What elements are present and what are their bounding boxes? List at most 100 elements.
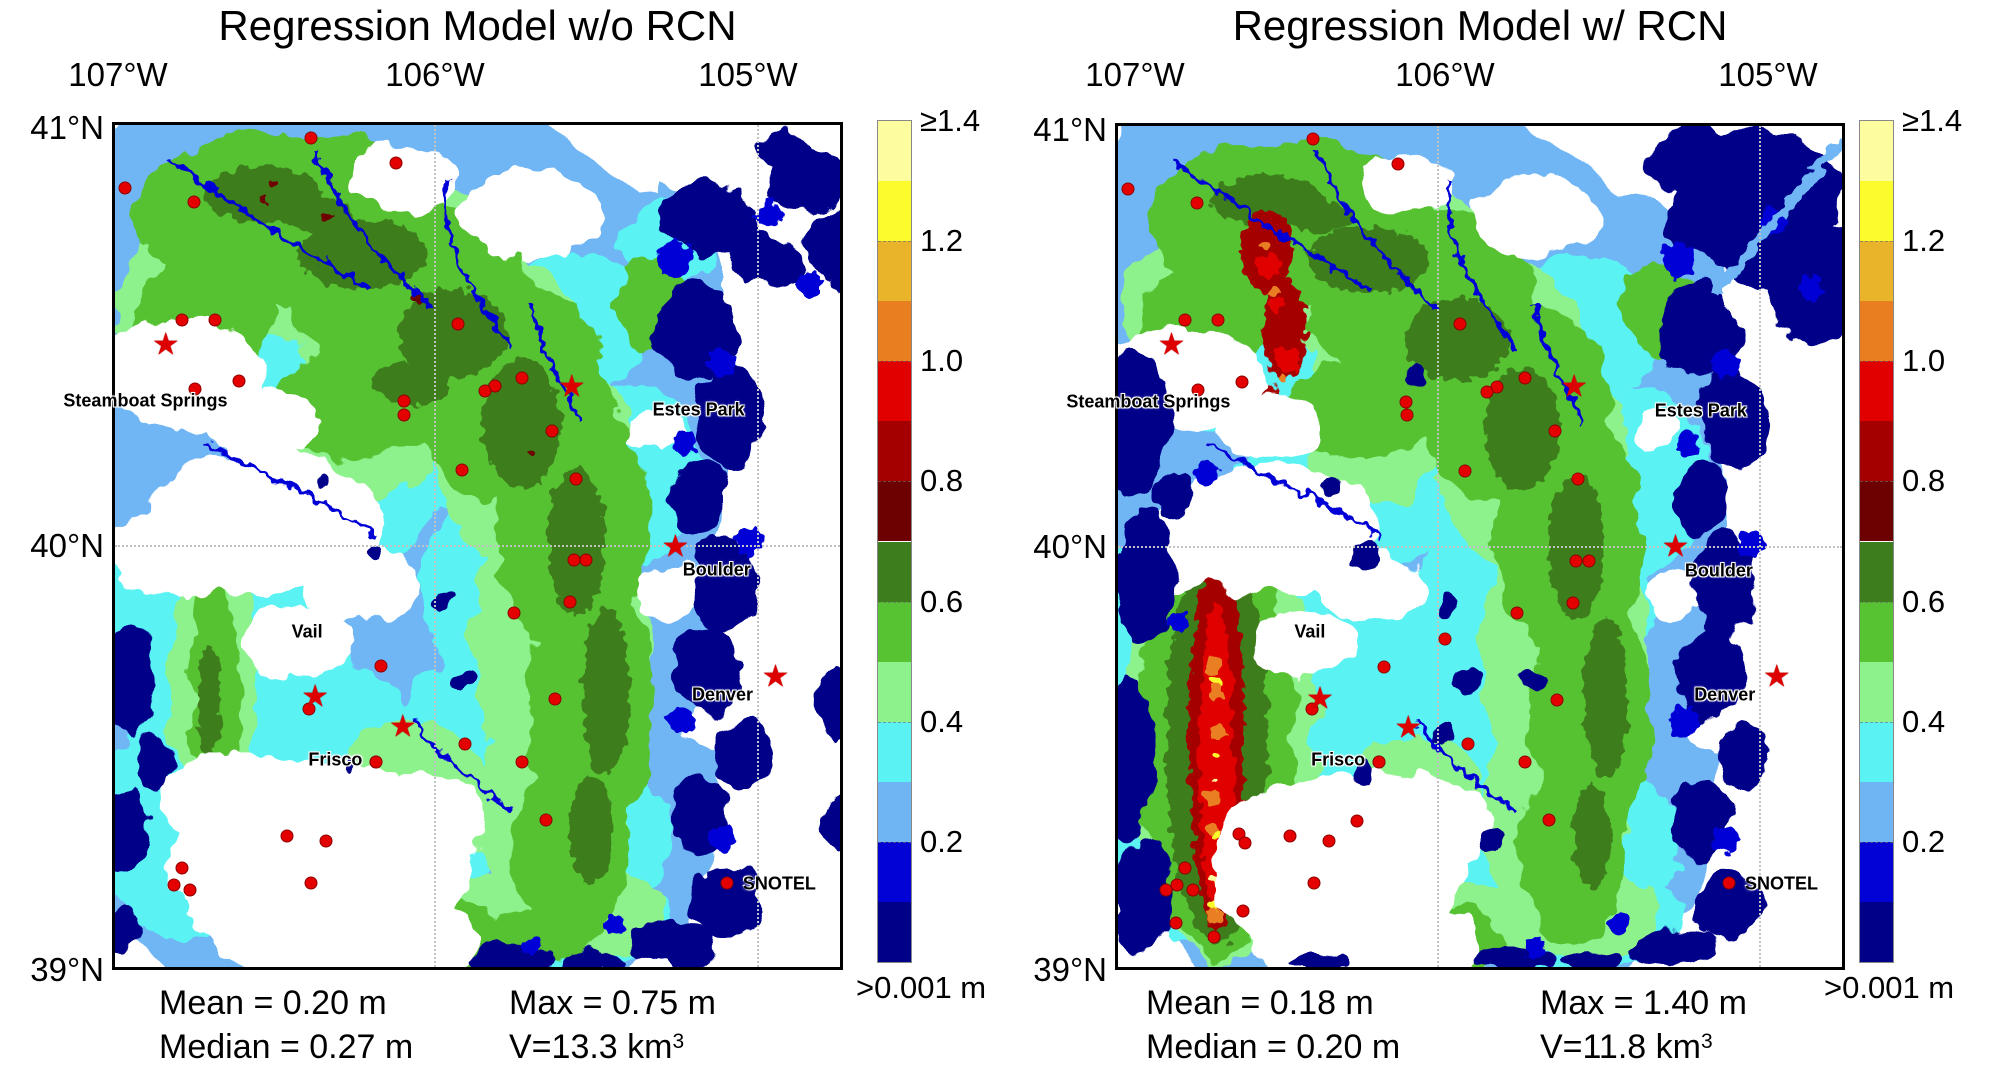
snotel-station-dot xyxy=(1518,755,1532,769)
snotel-station-dot xyxy=(1400,408,1414,422)
colorbar-segment xyxy=(878,301,911,362)
snotel-station-dot xyxy=(1548,424,1562,438)
snotel-legend-dot xyxy=(720,876,734,890)
colorbar-segment xyxy=(878,601,911,662)
snotel-station-dot xyxy=(1438,632,1452,646)
right-ytick-41n: 41°N xyxy=(1033,111,1107,148)
snotel-station-dot xyxy=(1283,829,1297,843)
right-stat-mean: Mean = 0.18 m xyxy=(1146,984,1374,1022)
snotel-station-dot xyxy=(374,659,388,673)
snotel-station-dot xyxy=(118,181,132,195)
snotel-station-dot xyxy=(397,394,411,408)
right-stat-median: Median = 0.20 m xyxy=(1146,1028,1401,1066)
map-left-wo-rcn: ★ ★ Steamboat Springs ★ Estes Park ★ Boulder ★ V… xyxy=(63,122,843,970)
colorbar-segment xyxy=(1860,601,1893,662)
colorbar-segment xyxy=(1860,841,1893,902)
city-dot xyxy=(1372,755,1386,769)
snotel-station-dot xyxy=(167,878,181,892)
colorbar-segment xyxy=(1860,301,1893,362)
right-xtick-105w: 105°W xyxy=(1718,56,1818,93)
snotel-station-dot xyxy=(567,553,581,567)
colorbar-segment xyxy=(1860,241,1893,302)
snotel-station-dot xyxy=(208,313,222,326)
snotel-station-dot xyxy=(280,829,294,843)
snotel-station-dot xyxy=(545,424,559,438)
snotel-station-dot xyxy=(1518,371,1532,385)
snotel-station-dot xyxy=(1391,157,1405,171)
terrain-left xyxy=(115,125,840,967)
snotel-station-dot xyxy=(451,317,465,331)
snotel-station-dot xyxy=(458,737,472,751)
snotel-station-dot xyxy=(175,861,189,875)
snotel-station-dot xyxy=(1453,317,1467,331)
right-stat-max: Max = 1.40 m xyxy=(1540,984,1747,1022)
left-stat-median: Median = 0.27 m xyxy=(159,1028,414,1066)
snotel-station-dot xyxy=(539,813,553,827)
snotel-station-dot xyxy=(232,374,246,388)
snotel-station-dot xyxy=(188,382,202,396)
markers-left: ★ ★ Steamboat Springs ★ Estes Park ★ Boulder ★ V… xyxy=(63,125,840,967)
colorbar-tick-label: 0.2 xyxy=(920,823,964,859)
right-ytick-40n: 40°N xyxy=(1033,528,1107,565)
city-label: Boulder xyxy=(682,559,751,580)
snotel-station-dot xyxy=(1582,554,1596,568)
snotel-station-dot xyxy=(478,384,492,398)
snotel-station-dot xyxy=(1307,876,1321,890)
snotel-station-dot xyxy=(1461,737,1475,751)
colorbar-tick-label: 1.2 xyxy=(1902,223,1946,259)
colorbar-segment xyxy=(1860,661,1893,722)
colorbar-min-label: >0.001 m xyxy=(1824,970,1955,1005)
colorbar-segment xyxy=(1860,481,1893,542)
city-label: Estes Park xyxy=(652,399,745,420)
city-star: ★ xyxy=(151,326,180,362)
colorbar-segment xyxy=(878,901,911,962)
snotel-station-dot xyxy=(389,156,403,170)
snotel-station-dot xyxy=(1235,375,1249,389)
snotel-station-dot xyxy=(1190,196,1204,210)
snotel-station-dot xyxy=(304,131,318,145)
colorbar-tick-label: 0.4 xyxy=(920,703,964,739)
city-label: Estes Park xyxy=(1654,400,1747,421)
city-star: ★ xyxy=(1306,679,1334,715)
colorbar-segment xyxy=(878,241,911,302)
snotel-station-dot xyxy=(1169,916,1183,930)
snotel-station-dot xyxy=(1377,660,1391,674)
colorbar-tick-label: 0.2 xyxy=(1902,823,1946,859)
colorbar-right-labels: ≥1.4 1.2 1.0 0.8 0.6 0.4 0.2 >0.001 m xyxy=(1824,103,2007,1005)
right-xtick-107w: 107°W xyxy=(1085,56,1185,93)
left-ytick-39n: 39°N xyxy=(30,951,104,988)
city-label: Denver xyxy=(692,684,754,705)
city-label: Frisco xyxy=(308,749,363,770)
snotel-station-dot xyxy=(1178,313,1192,327)
colorbar-tick-label: 1.0 xyxy=(1902,343,1946,379)
colorbar-segment xyxy=(878,661,911,722)
snotel-station-dot xyxy=(1159,883,1173,897)
snotel-station-dot xyxy=(1550,693,1564,707)
colorbar-segment xyxy=(878,721,911,782)
snotel-station-dot xyxy=(1121,182,1135,196)
site-star: ★ xyxy=(388,708,417,744)
left-stat-max: Max = 0.75 m xyxy=(509,984,716,1022)
colorbar-segment xyxy=(878,181,911,242)
snotel-station-dot xyxy=(1305,702,1319,716)
colorbar-segment xyxy=(878,421,911,482)
colorbar-segment xyxy=(878,481,911,542)
snotel-station-dot xyxy=(1350,814,1364,828)
snotel-station-dot xyxy=(187,195,201,209)
snotel-station-dot xyxy=(1458,464,1472,478)
volume-exponent: 3 xyxy=(672,1030,685,1053)
colorbar-segment xyxy=(1860,421,1893,482)
site-star: ★ xyxy=(1394,709,1423,745)
colorbar-tick-label: 0.6 xyxy=(1902,583,1946,619)
city-star: ★ xyxy=(1157,325,1186,361)
left-xtick-106w: 106°W xyxy=(385,56,485,93)
snotel-station-dot xyxy=(1211,313,1225,327)
colorbar-segment xyxy=(878,121,911,182)
city-star: ★ xyxy=(661,528,690,564)
snotel-station-dot xyxy=(183,883,197,897)
markers-right: ★ ★ Steamboat Springs ★ Estes Park ★ Boulder ★ V… xyxy=(1066,126,1842,967)
snotel-station-dot xyxy=(1191,383,1205,397)
city-label: Frisco xyxy=(1311,749,1366,770)
city-star: ★ xyxy=(1560,367,1589,403)
